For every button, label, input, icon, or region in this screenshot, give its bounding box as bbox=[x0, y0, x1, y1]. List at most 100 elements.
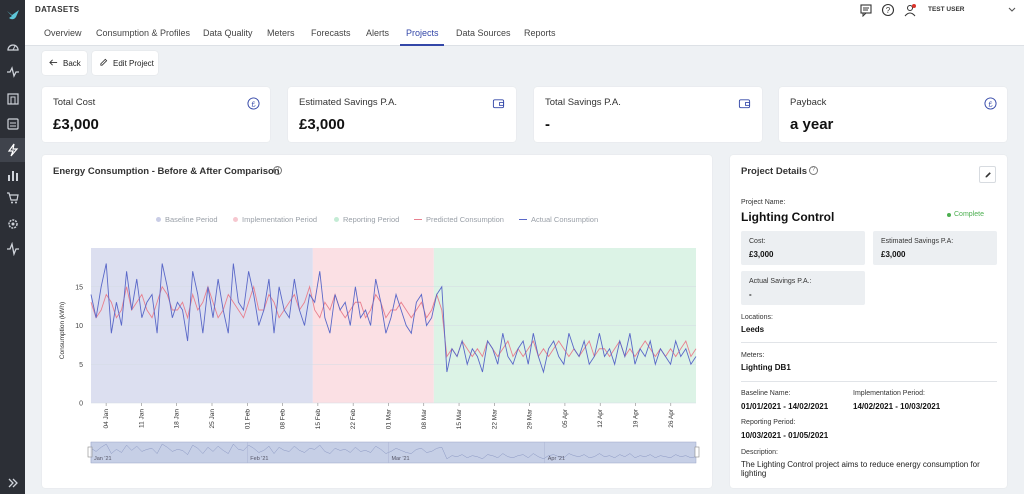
implementation-value: 14/02/2021 - 10/03/2021 bbox=[853, 402, 941, 411]
back-button[interactable]: Back bbox=[42, 51, 87, 75]
series-line-predicted-consumption bbox=[90, 285, 697, 358]
navigator-label: Mar '21 bbox=[391, 456, 409, 462]
x-tick-label: 19 Apr bbox=[633, 408, 640, 428]
kpi-label: Estimated Savings P.A. bbox=[299, 97, 398, 108]
estimated-savings-value: £3,000 bbox=[881, 250, 906, 259]
edit-project-button[interactable]: Edit Project bbox=[92, 51, 158, 75]
help-icon[interactable]: ? bbox=[881, 3, 895, 17]
alert-user-icon[interactable] bbox=[903, 3, 917, 17]
locations-label: Locations: bbox=[741, 314, 773, 321]
activity-icon[interactable] bbox=[4, 63, 21, 80]
legend-item-reporting[interactable]: Reporting Period bbox=[334, 215, 399, 224]
edit-details-button[interactable] bbox=[979, 166, 996, 183]
tab-consumption-profiles[interactable]: Consumption & Profiles bbox=[96, 28, 191, 38]
tab-forecasts[interactable]: Forecasts bbox=[311, 28, 351, 38]
wallet-icon bbox=[492, 97, 505, 110]
actual-savings-box: Actual Savings P.A.: - bbox=[741, 271, 865, 305]
cost-label: Cost: bbox=[749, 238, 766, 245]
navigator-handle-right bbox=[694, 446, 700, 458]
kpi-value: £3,000 bbox=[53, 116, 99, 133]
tab-data-quality[interactable]: Data Quality bbox=[203, 28, 253, 38]
help-circle-icon[interactable]: ? bbox=[273, 166, 282, 175]
x-tick-label: 01 Feb bbox=[244, 409, 251, 430]
legend-item-predicted[interactable]: Predicted Consumption bbox=[414, 215, 504, 224]
actual-savings-label: Actual Savings P.A.: bbox=[749, 278, 812, 285]
navigator-label: Jan '21 bbox=[94, 456, 112, 462]
edit-project-label: Edit Project bbox=[113, 58, 154, 68]
legend-item-implementation[interactable]: Implementation Period bbox=[233, 215, 317, 224]
top-bar: DATASETS ? TEST USER bbox=[25, 0, 1024, 20]
kpi-card-total-savings: Total Savings P.A. - bbox=[534, 87, 762, 142]
actual-savings-value: - bbox=[749, 290, 752, 299]
legend-label: Actual Consumption bbox=[531, 215, 599, 224]
x-tick-label: 05 Apr bbox=[562, 408, 569, 428]
description-value: The Lighting Control project aims to red… bbox=[741, 460, 980, 478]
tab-overview[interactable]: Overview bbox=[44, 28, 82, 38]
status-label: Complete bbox=[954, 211, 984, 218]
tab-projects[interactable]: Projects bbox=[406, 28, 439, 38]
project-name: Lighting Control bbox=[741, 210, 835, 224]
bar-chart-icon[interactable] bbox=[4, 166, 21, 183]
kpi-card-estimated-savings: Estimated Savings P.A. £3,000 bbox=[288, 87, 516, 142]
x-tick-label: 01 Mar bbox=[385, 408, 392, 429]
back-label: Back bbox=[63, 58, 81, 68]
user-name[interactable]: TEST USER bbox=[928, 6, 965, 13]
pencil-icon bbox=[985, 171, 991, 177]
pulse-icon[interactable] bbox=[4, 240, 21, 257]
legend-item-actual[interactable]: Actual Consumption bbox=[519, 215, 598, 224]
tab-reports[interactable]: Reports bbox=[524, 28, 556, 38]
cost-value: £3,000 bbox=[749, 250, 774, 259]
cart-icon[interactable] bbox=[4, 189, 21, 206]
legend-dot bbox=[334, 217, 339, 222]
pound-circle-icon: £ bbox=[247, 97, 260, 110]
legend-item-baseline[interactable]: Baseline Period bbox=[156, 215, 218, 224]
calculator-icon[interactable] bbox=[4, 115, 21, 132]
navigator-series bbox=[90, 443, 697, 460]
description-label: Description: bbox=[741, 449, 778, 456]
help-circle-icon[interactable]: ? bbox=[809, 166, 818, 175]
x-tick-label: 15 Feb bbox=[315, 409, 322, 430]
x-tick-label: 25 Jan bbox=[209, 409, 216, 429]
project-details-title: Project Details bbox=[741, 166, 807, 177]
wallet-icon bbox=[738, 97, 751, 110]
x-tick-label: 08 Feb bbox=[280, 409, 287, 430]
legend-label: Reporting Period bbox=[343, 215, 400, 224]
chevron-down-icon[interactable] bbox=[1005, 3, 1019, 17]
legend-label: Predicted Consumption bbox=[426, 215, 504, 224]
x-tick-label: 26 Apr bbox=[668, 408, 675, 428]
divider bbox=[741, 342, 997, 343]
active-tab-indicator bbox=[400, 44, 444, 46]
tab-data-sources[interactable]: Data Sources bbox=[456, 28, 511, 38]
tab-meters[interactable]: Meters bbox=[267, 28, 295, 38]
pencil-icon bbox=[99, 58, 108, 69]
navigator-handle-left bbox=[87, 446, 93, 458]
meters-value: Lighting DB1 bbox=[741, 363, 791, 372]
kpi-label: Total Savings P.A. bbox=[545, 97, 621, 108]
kpi-value: - bbox=[545, 116, 550, 133]
chat-icon[interactable] bbox=[859, 3, 873, 18]
tab-bar: Overview Consumption & Profiles Data Qua… bbox=[25, 20, 1024, 46]
tab-alerts[interactable]: Alerts bbox=[366, 28, 390, 38]
y-tick-label: 0 bbox=[79, 401, 83, 408]
svg-text:£: £ bbox=[988, 99, 992, 108]
dashboard-icon[interactable] bbox=[4, 38, 21, 55]
series-line-actual-consumption bbox=[90, 263, 697, 374]
x-tick-label: 22 Mar bbox=[491, 408, 498, 429]
y-tick-label: 5 bbox=[79, 362, 83, 369]
arrow-left-icon bbox=[49, 58, 58, 69]
chart-plot: 0 5 10 15 Consumption (kWh) 04 Jan 11 Jan 18 Ja… bbox=[59, 248, 700, 464]
legend-dot bbox=[233, 217, 238, 222]
status-dot bbox=[947, 212, 951, 217]
kpi-value: £3,000 bbox=[299, 116, 345, 133]
chart-title: Energy Consumption - Before & After Comp… bbox=[53, 166, 280, 177]
lightning-icon[interactable] bbox=[4, 141, 21, 158]
y-axis-label: Consumption (kWh) bbox=[59, 302, 66, 359]
expand-chevrons-icon[interactable] bbox=[4, 474, 21, 491]
building-icon[interactable] bbox=[4, 89, 21, 106]
settings-gear-icon[interactable] bbox=[4, 215, 21, 232]
x-tick-label: 29 Mar bbox=[527, 408, 534, 429]
locations-value: Leeds bbox=[741, 325, 765, 334]
x-tick-label: 11 Jan bbox=[138, 409, 145, 428]
kpi-label: Payback bbox=[790, 97, 827, 108]
svg-text:?: ? bbox=[886, 6, 891, 15]
